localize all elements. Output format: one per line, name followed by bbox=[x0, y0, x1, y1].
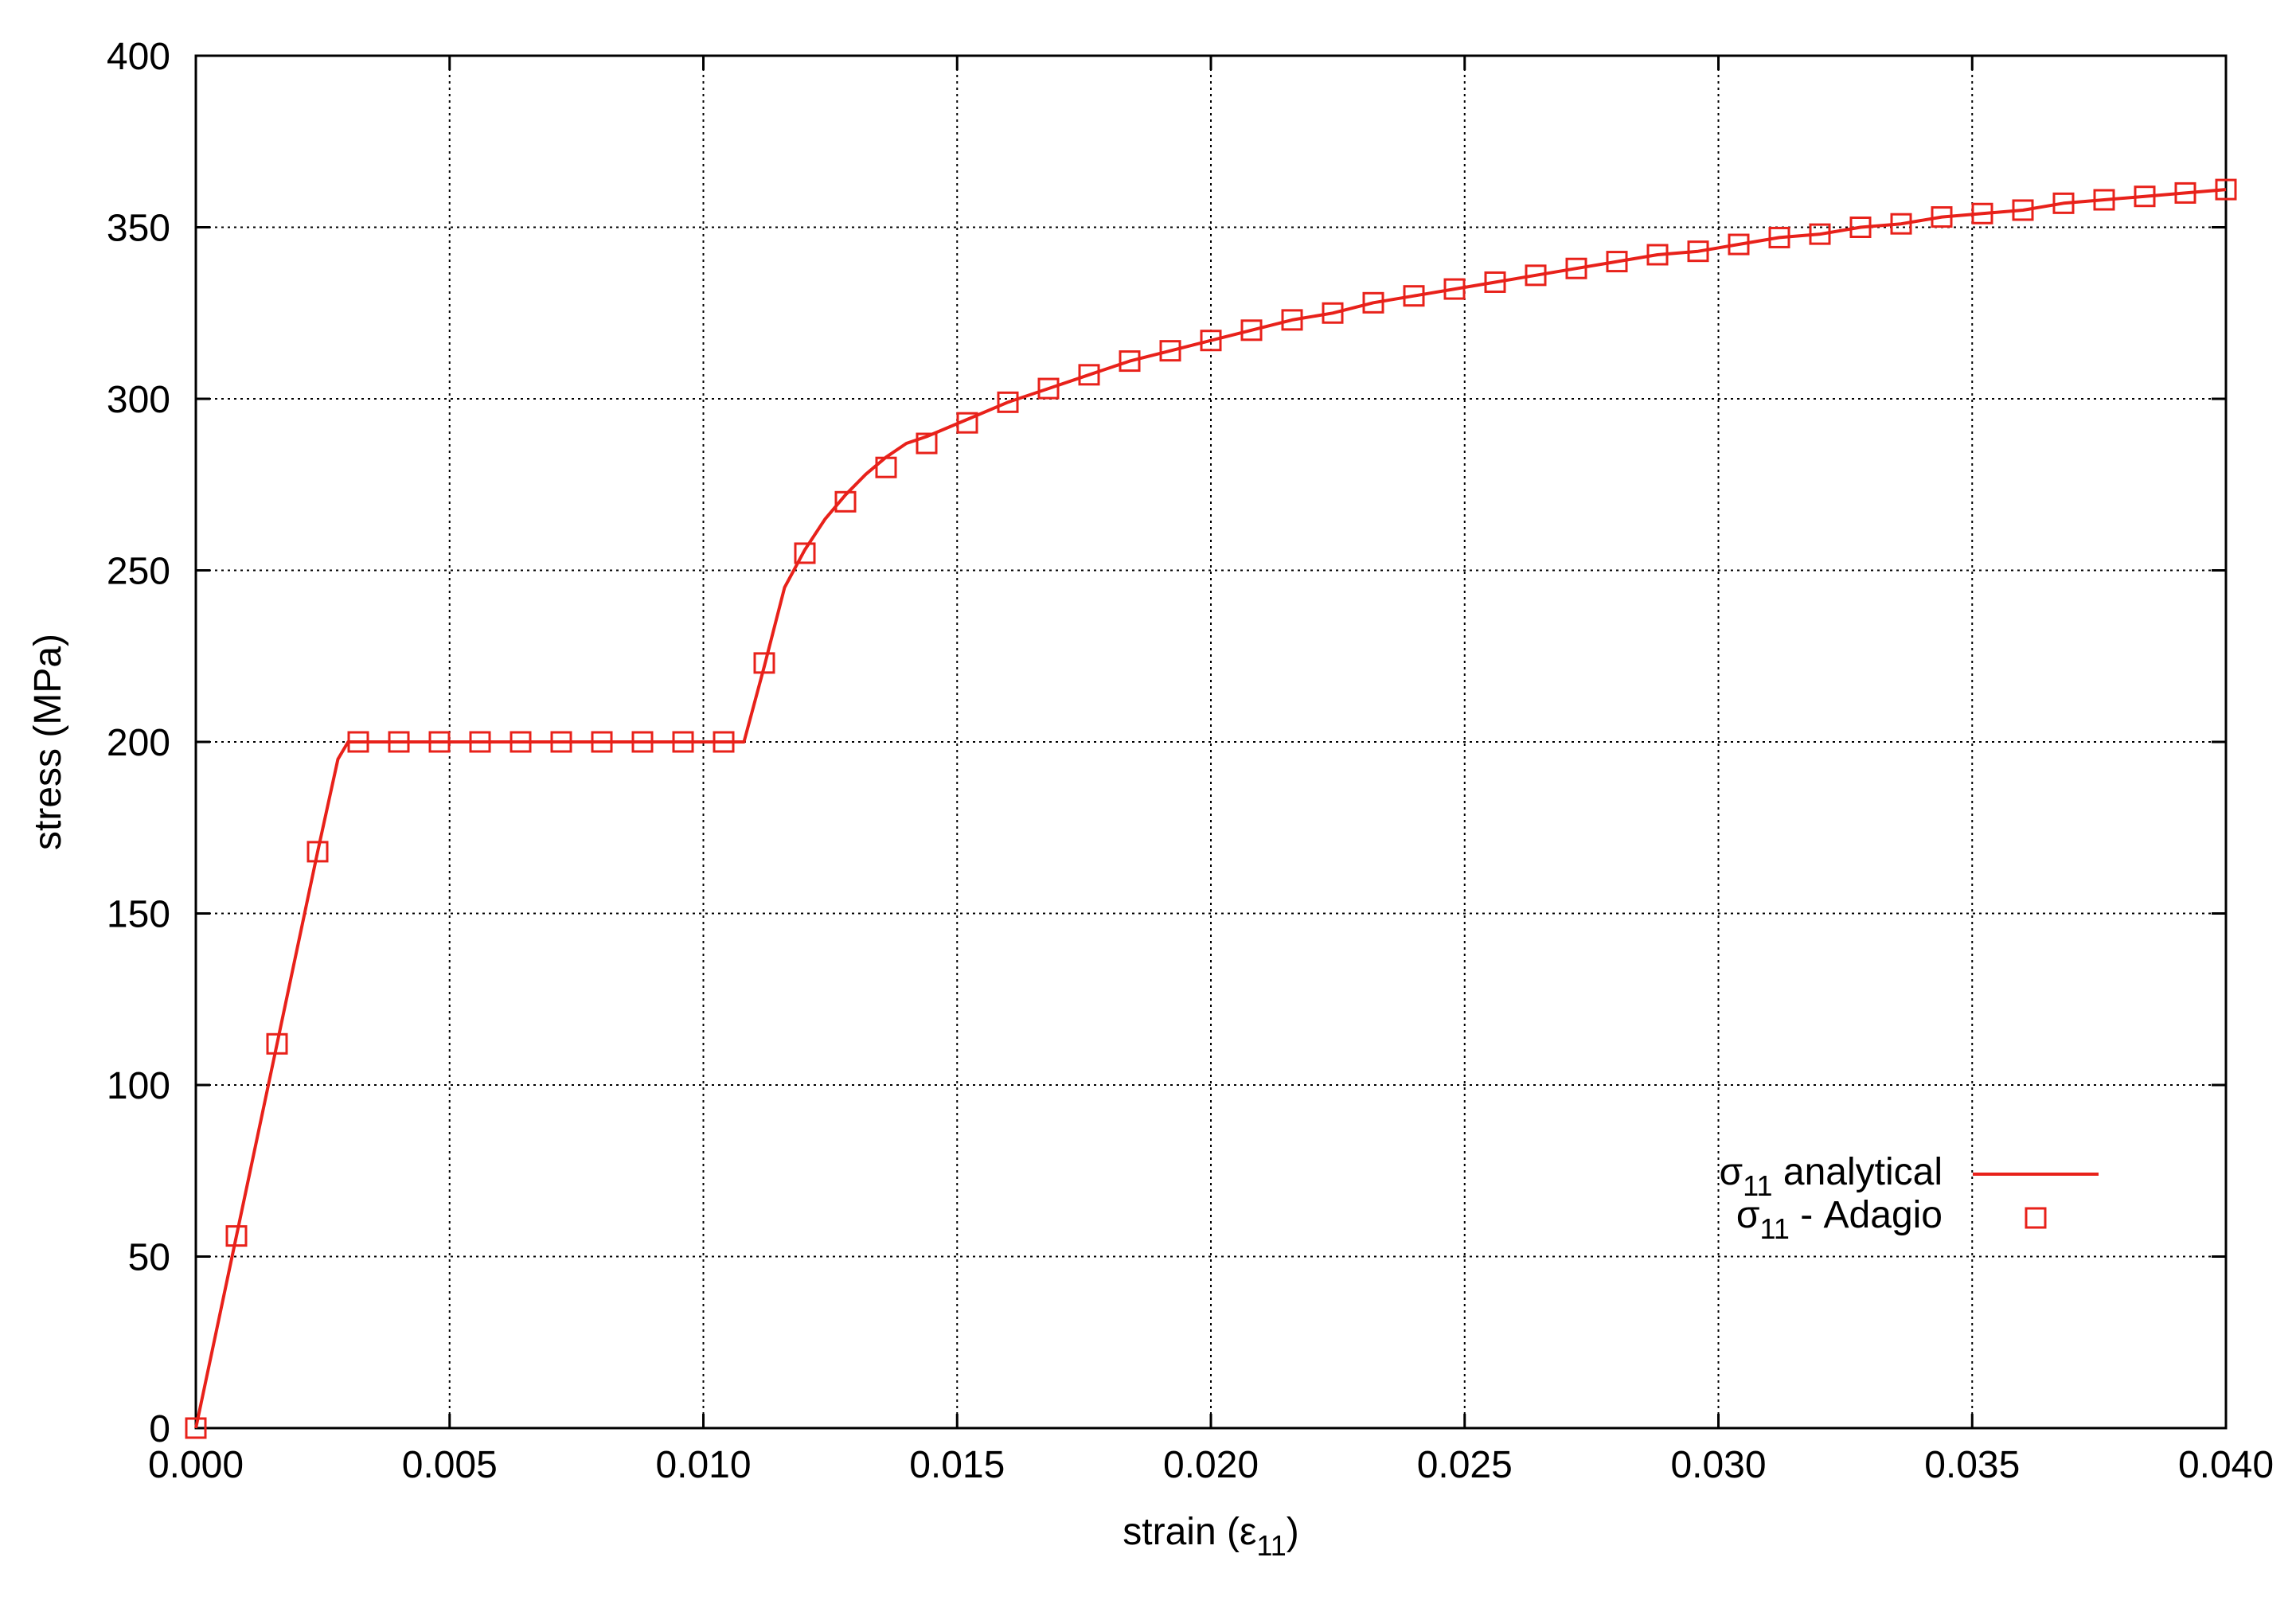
adagio-data-point bbox=[2215, 178, 2237, 201]
y-axis-label: stress (MPa) bbox=[27, 634, 69, 850]
adagio-data-point bbox=[1768, 226, 1790, 248]
plot-area-frame bbox=[194, 54, 2228, 1430]
adagio-data-point bbox=[307, 841, 329, 863]
adagio-data-point bbox=[713, 731, 735, 753]
legend-label-analytical: σ11 analytical bbox=[1720, 1151, 1943, 1202]
adagio-data-point bbox=[1565, 257, 1587, 279]
y-tick-label: 200 bbox=[107, 722, 170, 764]
x-tick-label: 0.000 bbox=[148, 1444, 244, 1486]
series-layer bbox=[185, 178, 2237, 1439]
adagio-data-point bbox=[1890, 213, 1912, 235]
adagio-data-point bbox=[1362, 291, 1384, 314]
adagio-data-point bbox=[1971, 202, 1993, 224]
adagio-data-point bbox=[2093, 189, 2115, 211]
adagio-data-point bbox=[1484, 271, 1506, 293]
adagio-data-point bbox=[875, 456, 897, 478]
legend-square-marker-swatch bbox=[2025, 1207, 2047, 1229]
y-tick-label: 100 bbox=[107, 1065, 170, 1107]
x-axis-label: strain (ε11) bbox=[1123, 1511, 1298, 1562]
adagio-data-point bbox=[266, 1032, 288, 1055]
y-tick-label: 400 bbox=[107, 36, 170, 78]
adagio-data-point bbox=[1809, 223, 1831, 245]
adagio-data-point bbox=[1037, 377, 1060, 400]
adagio-data-point bbox=[916, 432, 938, 455]
adagio-data-point bbox=[1322, 302, 1344, 324]
adagio-data-point bbox=[1606, 251, 1628, 273]
adagio-data-point bbox=[2134, 185, 2156, 208]
adagio-data-point bbox=[672, 731, 694, 753]
adagio-data-point bbox=[1728, 233, 1750, 256]
x-tick-label: 0.030 bbox=[1670, 1444, 1766, 1486]
x-tick-label: 0.035 bbox=[1924, 1444, 2020, 1486]
x-tick-label: 0.010 bbox=[655, 1444, 751, 1486]
adagio-data-point bbox=[1403, 285, 1425, 307]
adagio-data-point bbox=[469, 731, 491, 753]
y-tick-labels: 0 50 100 150 200 250 300 350 400 bbox=[107, 36, 170, 1450]
adagio-data-point bbox=[388, 731, 410, 753]
y-tick-label: 300 bbox=[107, 379, 170, 421]
adagio-data-point bbox=[550, 731, 572, 753]
adagio-data-point bbox=[2174, 181, 2196, 204]
x-tick-label: 0.015 bbox=[909, 1444, 1005, 1486]
adagio-data-point bbox=[834, 490, 857, 513]
adagio-data-point bbox=[2012, 199, 2034, 221]
legend-label-adagio: σ11 - Adagio bbox=[1736, 1194, 1943, 1245]
x-tick-label: 0.005 bbox=[402, 1444, 498, 1486]
adagio-data-point bbox=[631, 731, 654, 753]
y-tick-label: 150 bbox=[107, 894, 170, 936]
adagio-data-point bbox=[1443, 278, 1466, 300]
adagio-data-point bbox=[1240, 319, 1263, 342]
adagio-data-point bbox=[1646, 244, 1669, 266]
y-tick-label: 350 bbox=[107, 208, 170, 250]
y-tick-label: 250 bbox=[107, 551, 170, 593]
adagio-data-point bbox=[753, 652, 775, 674]
x-tick-label: 0.020 bbox=[1163, 1444, 1259, 1486]
adagio-data-point bbox=[1281, 309, 1303, 331]
y-tick-label: 50 bbox=[128, 1237, 170, 1279]
adagio-data-point bbox=[185, 1417, 207, 1439]
adagio-data-point bbox=[510, 731, 532, 753]
adagio-data-point bbox=[956, 412, 978, 434]
legend: σ11 analytical σ11 - Adagio bbox=[1720, 1151, 2099, 1245]
adagio-data-point bbox=[794, 542, 816, 564]
x-tick-label: 0.025 bbox=[1417, 1444, 1513, 1486]
adagio-data-point bbox=[1687, 240, 1709, 263]
adagio-data-point bbox=[1525, 264, 1547, 287]
adagio-data-point bbox=[347, 731, 369, 753]
adagio-data-point bbox=[428, 731, 451, 753]
adagio-data-point bbox=[225, 1225, 248, 1247]
adagio-data-point bbox=[591, 731, 613, 753]
adagio-data-point bbox=[997, 391, 1019, 413]
adagio-data-point bbox=[1078, 364, 1100, 386]
adagio-data-point bbox=[1200, 330, 1222, 352]
adagio-data-point bbox=[1159, 340, 1181, 362]
x-tick-labels: 0.000 0.005 0.010 0.015 0.020 0.025 0.030 0.035… bbox=[148, 1444, 2274, 1486]
adagio-data-point bbox=[1849, 217, 1872, 238]
adagio-data-point bbox=[2052, 192, 2075, 214]
adagio-data-point bbox=[1119, 350, 1141, 373]
y-tick-label: 0 bbox=[149, 1408, 170, 1450]
adagio-data-point bbox=[1931, 206, 1953, 228]
x-tick-label: 0.040 bbox=[2178, 1444, 2274, 1486]
